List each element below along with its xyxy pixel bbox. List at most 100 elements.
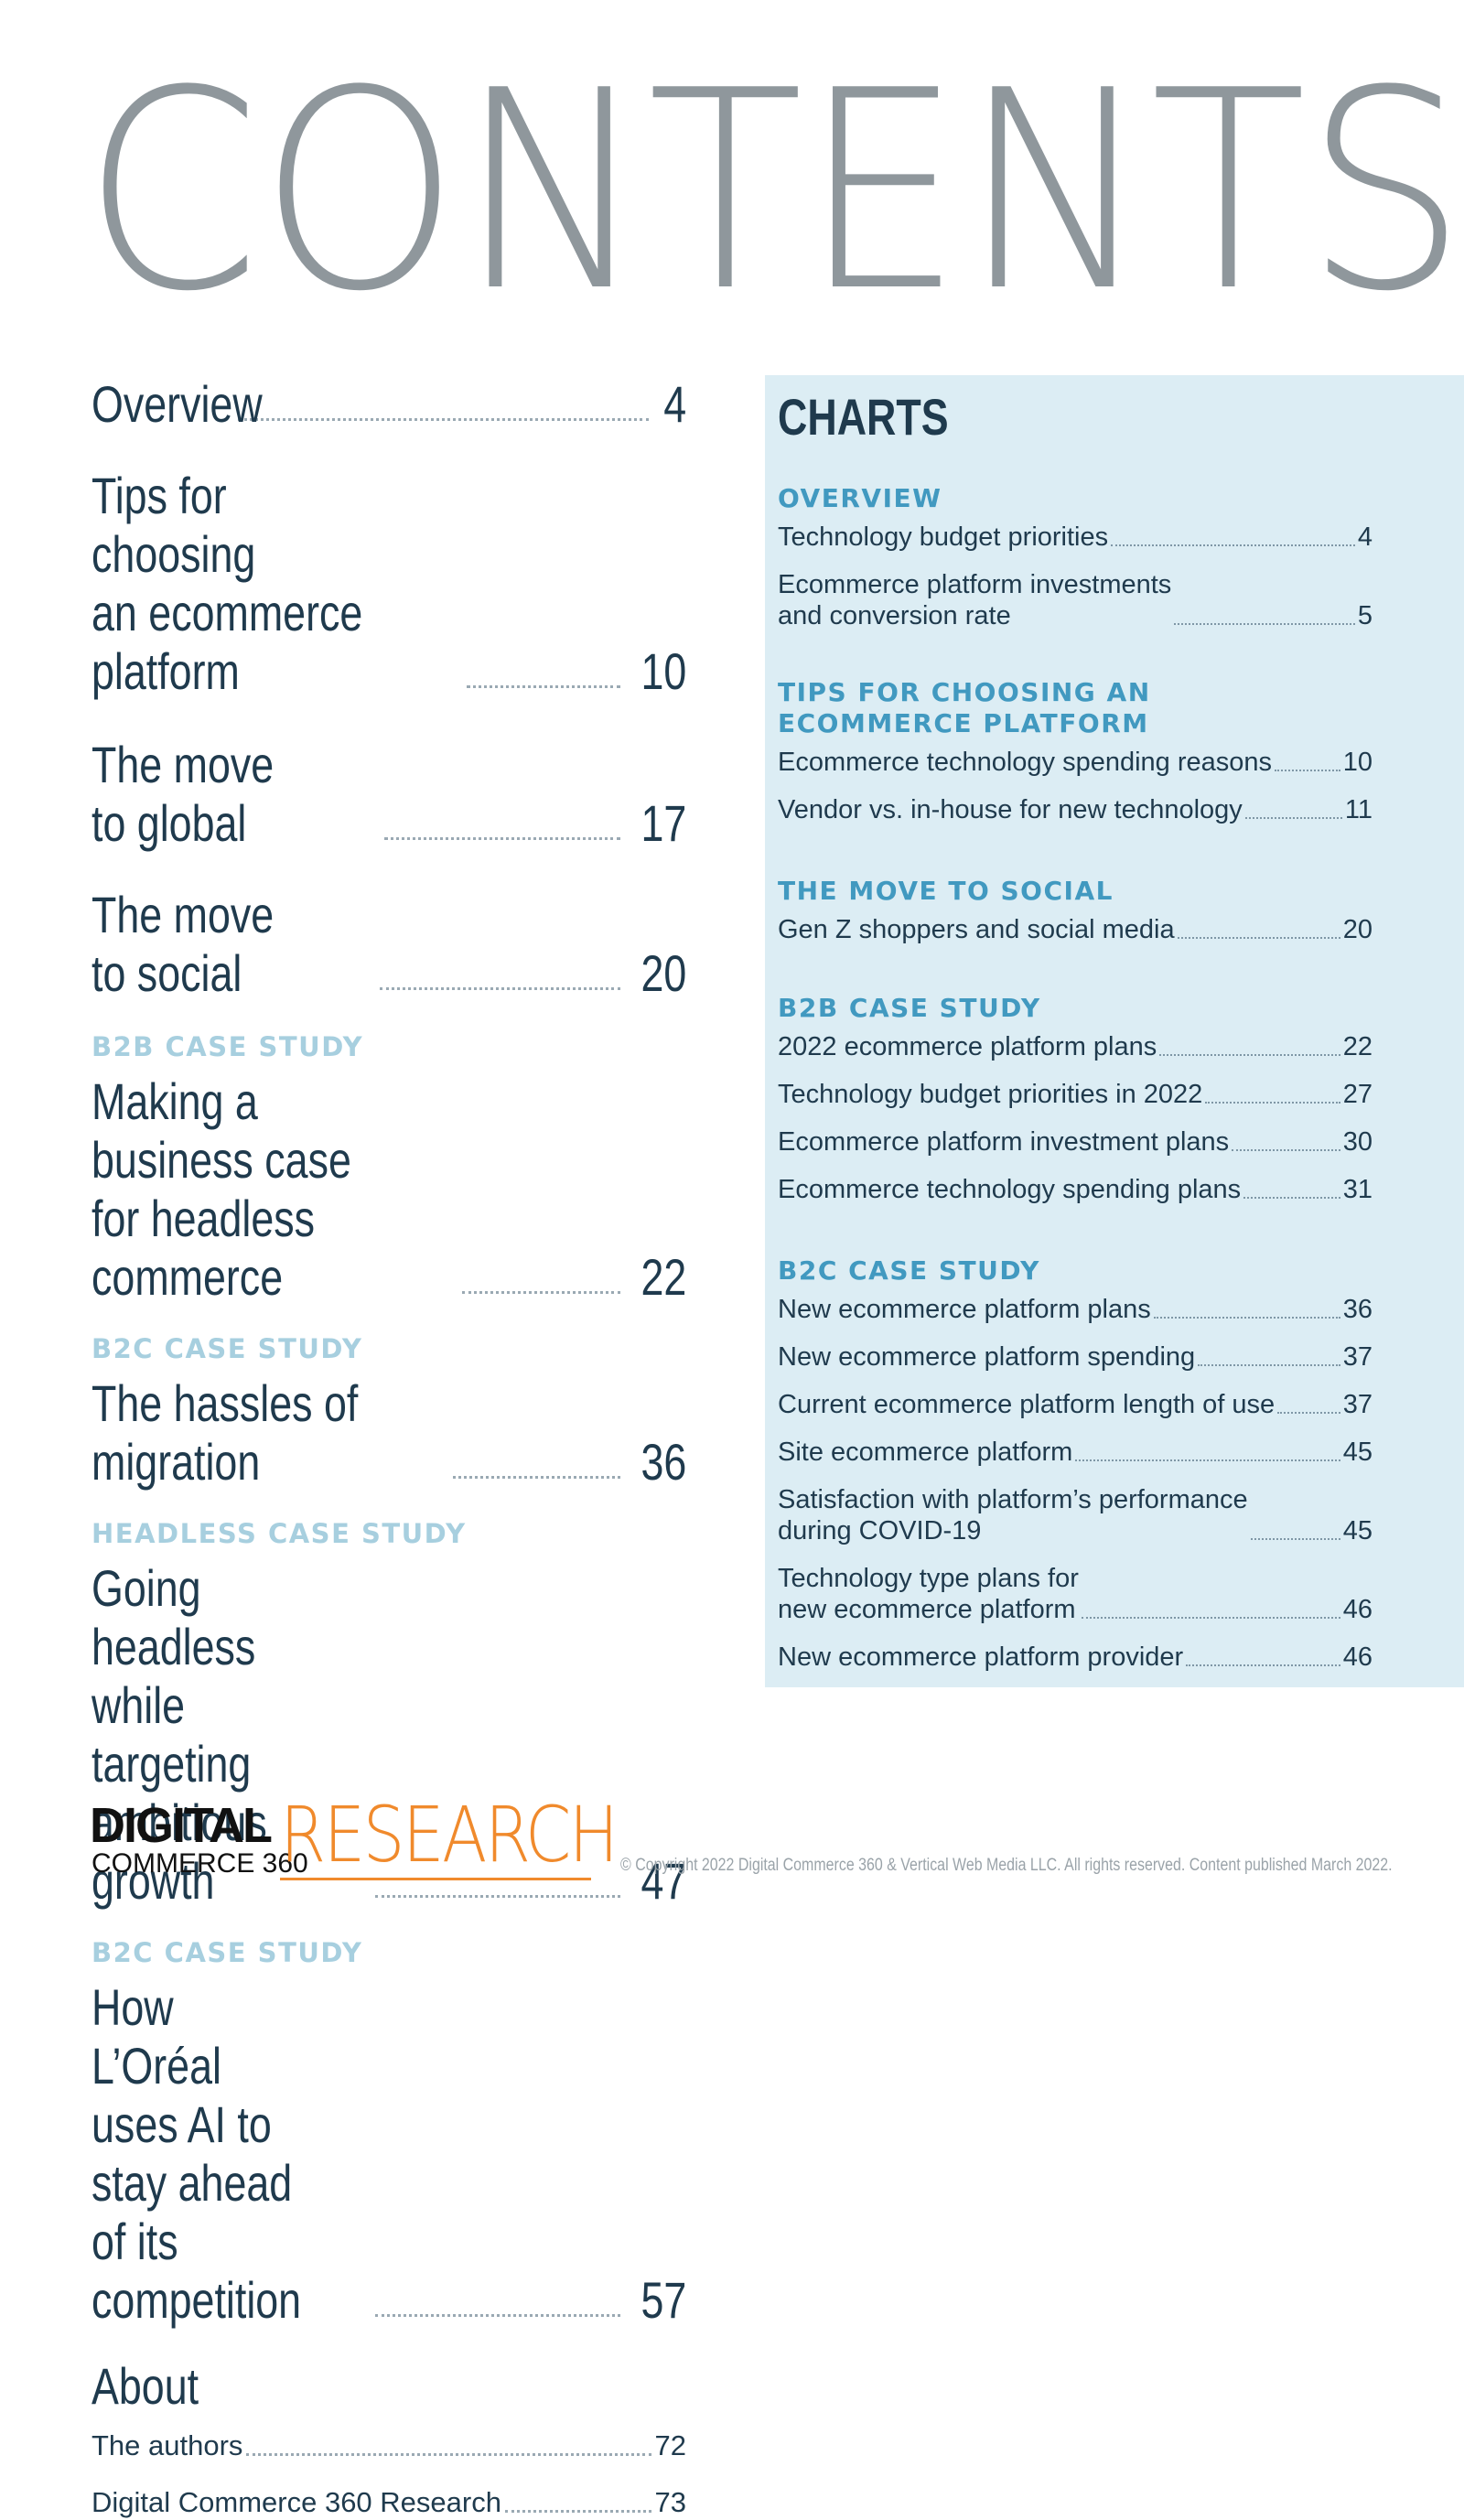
leader-dots — [1081, 1617, 1340, 1619]
toc-entry-research[interactable]: Digital Commerce 360 Research 73 — [92, 2485, 686, 2520]
copyright-notice: © Copyright 2022 Digital Commerce 360 & … — [620, 1856, 1393, 1875]
chart-item-title: Technology budget priorities in 2022 — [778, 1080, 1203, 1109]
chart-list-item[interactable]: Site ecommerce platform 45 — [778, 1437, 1372, 1468]
toc-entry-overview[interactable]: Overview 4 — [92, 375, 686, 434]
chart-list-item[interactable]: Gen Z shoppers and social media 20 — [778, 914, 1372, 945]
chart-list-item[interactable]: New ecommerce platform plans 36 — [778, 1294, 1372, 1325]
chart-item-title: New ecommerce platform plans — [778, 1295, 1151, 1324]
charts-section-overview: OVERVIEW Technology budget priorities 4 … — [778, 483, 1372, 631]
leader-dots — [1232, 1149, 1340, 1151]
toc-entry-social[interactable]: The move to social 20 — [92, 886, 686, 1003]
toc-entry-loreal[interactable]: How L’Oréal uses AI to stay ahead of its… — [92, 1978, 686, 2330]
chart-page-number: 46 — [1342, 1642, 1372, 1672]
toc-page-number: 72 — [654, 2429, 686, 2461]
charts-section-b2b: B2B CASE STUDY 2022 ecommerce platform p… — [778, 993, 1372, 1205]
chart-page-number: 10 — [1342, 748, 1372, 777]
chart-list-item[interactable]: Technology budget priorities in 2022 27 — [778, 1079, 1372, 1110]
toc-entry-b2b[interactable]: Making a business case for headless comm… — [92, 1072, 686, 1307]
chart-list-item[interactable]: Vendor vs. in-house for new technology 1… — [778, 794, 1372, 825]
leader-dots — [1174, 623, 1355, 625]
leader-dots — [1250, 1538, 1340, 1540]
chart-item-title: Ecommerce technology spending plans — [778, 1175, 1242, 1204]
chart-item-title: New ecommerce platform provider — [778, 1642, 1184, 1672]
chart-page-number: 37 — [1342, 1342, 1372, 1372]
chart-page-number: 27 — [1342, 1080, 1372, 1109]
logo-research-text: RESEARCH — [280, 1790, 619, 1879]
leader-dots — [467, 684, 620, 688]
leader-dots — [380, 986, 620, 990]
chart-list-item[interactable]: New ecommerce platform provider 46 — [778, 1642, 1372, 1673]
toc-page-number: 4 — [663, 375, 686, 433]
chart-page-number: 30 — [1342, 1127, 1372, 1157]
chart-list-item[interactable]: Ecommerce platform investments and conve… — [778, 569, 1372, 631]
chart-page-number: 46 — [1342, 1595, 1372, 1624]
leader-dots — [1159, 1054, 1340, 1056]
logo-underline — [280, 1878, 591, 1880]
toc-entry-global[interactable]: The move to global 17 — [92, 736, 686, 853]
charts-section-label: OVERVIEW — [778, 483, 942, 513]
leader-dots — [1075, 1459, 1340, 1461]
toc-entry-title: How L’Oréal uses AI to stay ahead of its… — [92, 1978, 302, 2329]
chart-list-item[interactable]: Technology budget priorities 4 — [778, 522, 1372, 553]
section-label-headless: HEADLESS CASE STUDY — [92, 1518, 467, 1549]
chart-list-item[interactable]: Technology type plans for new ecommerce … — [778, 1563, 1372, 1625]
chart-page-number: 11 — [1344, 795, 1372, 824]
toc-entry-authors[interactable]: The authors 72 — [92, 2428, 686, 2463]
toc-entry-tips[interactable]: Tips for choosing an ecommerce platform … — [92, 467, 686, 701]
toc-entry-title: Making a business case for headless comm… — [92, 1072, 351, 1306]
chart-item-title: Technology budget priorities — [778, 522, 1109, 552]
charts-section-tips: TIPS FOR CHOOSING AN ECOMMERCE PLATFORM … — [778, 677, 1372, 825]
toc-entry-b2c[interactable]: The hassles of migration 36 — [92, 1374, 686, 1492]
leader-dots — [238, 417, 649, 421]
chart-list-item[interactable]: Ecommerce platform investment plans 30 — [778, 1126, 1372, 1158]
leader-dots — [1153, 1317, 1340, 1319]
chart-list-item[interactable]: Ecommerce technology spending plans 31 — [778, 1174, 1372, 1205]
table-of-contents: Overview 4 Tips for choosing an ecommerc… — [92, 375, 686, 2520]
chart-list-item[interactable]: Satisfaction with platform’s performance… — [778, 1484, 1372, 1546]
chart-item-title: Satisfaction with platform’s performance… — [778, 1485, 1248, 1545]
logo-commerce-text: COMMERCE 360 — [92, 1848, 308, 1879]
toc-page-number: 20 — [640, 944, 686, 1002]
charts-section-b2c: B2C CASE STUDY New ecommerce platform pl… — [778, 1255, 1372, 1673]
chart-list-item[interactable]: New ecommerce platform spending 37 — [778, 1341, 1372, 1373]
toc-entry-title: Tips for choosing an ecommerce platform — [92, 467, 363, 700]
chart-page-number: 37 — [1342, 1390, 1372, 1419]
toc-entry-title: Overview — [92, 375, 263, 433]
toc-entry-about[interactable]: About — [92, 2357, 686, 2416]
toc-entry-title: The move to social — [92, 886, 274, 1002]
leader-dots — [1111, 544, 1355, 546]
toc-page-number: 10 — [640, 642, 686, 700]
chart-item-title: Vendor vs. in-house for new technology — [778, 795, 1243, 824]
chart-page-number: 45 — [1342, 1438, 1372, 1467]
leader-dots — [375, 1894, 620, 1898]
chart-page-number: 31 — [1342, 1175, 1372, 1204]
leader-dots — [375, 2313, 620, 2317]
chart-item-title: New ecommerce platform spending — [778, 1342, 1196, 1372]
digital-commerce-360-research-logo: DIGITAL COMMERCE 360 RESEARCH — [90, 1795, 619, 1883]
leader-dots — [1198, 1364, 1340, 1366]
leader-dots — [1205, 1102, 1340, 1104]
toc-page-number: 22 — [640, 1248, 686, 1306]
leader-dots — [1277, 1412, 1340, 1414]
chart-item-title: Ecommerce platform investments and conve… — [778, 570, 1172, 630]
leader-dots — [462, 1290, 620, 1294]
page-title: CONTENTS — [82, 32, 1464, 351]
leader-dots — [453, 1475, 620, 1479]
toc-page-number: 57 — [640, 2271, 686, 2329]
toc-page-number: 73 — [654, 2486, 686, 2518]
chart-page-number: 20 — [1342, 915, 1372, 944]
chart-item-title: Current ecommerce platform length of use — [778, 1390, 1276, 1419]
chart-list-item[interactable]: 2022 ecommerce platform plans 22 — [778, 1031, 1372, 1062]
leader-dots — [1275, 770, 1340, 771]
toc-entry-headless[interactable]: Going headless while targeting ambitious… — [92, 1559, 686, 1911]
section-label-b2c-2: B2C CASE STUDY — [92, 1937, 363, 1968]
section-label-b2b: B2B CASE STUDY — [92, 1031, 364, 1062]
chart-list-item[interactable]: Ecommerce technology spending reasons 10 — [778, 747, 1372, 778]
section-label-b2c: B2C CASE STUDY — [92, 1333, 363, 1364]
toc-entry-title: The hassles of migration — [92, 1374, 359, 1491]
charts-section-label: TIPS FOR CHOOSING AN ECOMMERCE PLATFORM — [778, 677, 1151, 738]
chart-page-number: 22 — [1342, 1032, 1372, 1061]
toc-page-number: 47 — [640, 1852, 686, 1910]
chart-list-item[interactable]: Current ecommerce platform length of use… — [778, 1389, 1372, 1420]
charts-section-social: THE MOVE TO SOCIAL Gen Z shoppers and so… — [778, 876, 1372, 945]
